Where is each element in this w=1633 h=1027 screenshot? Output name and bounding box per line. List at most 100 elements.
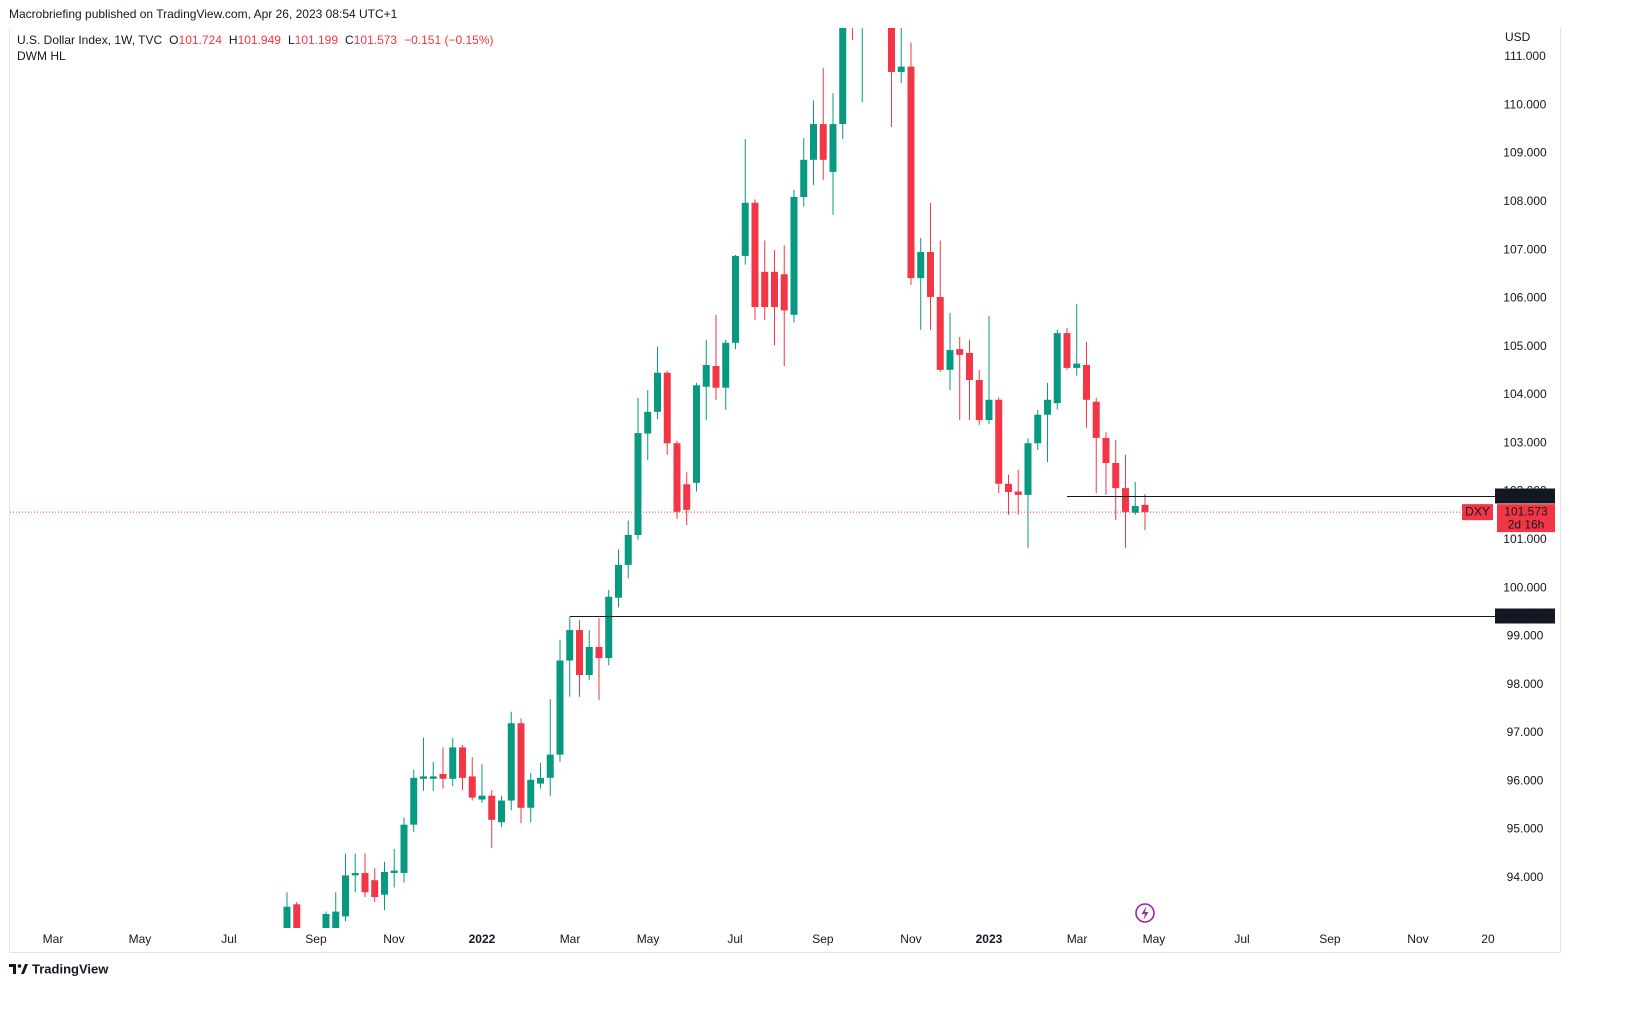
level-label: 101.915 <box>1501 489 1545 503</box>
candle-body <box>644 411 652 434</box>
x-tick-label: Sep <box>812 932 834 946</box>
countdown: 2d 16h <box>1508 517 1545 531</box>
x-tick-label: Nov <box>900 932 921 946</box>
candle-body <box>478 795 486 800</box>
candle-body <box>585 646 593 675</box>
candle-body <box>878 0 885 9</box>
candle-body <box>507 723 515 801</box>
candle-body <box>1043 399 1051 415</box>
x-tick-label: 2022 <box>469 932 496 946</box>
candle-body <box>517 723 525 808</box>
price-label-box <box>1497 504 1555 533</box>
candle-body <box>839 28 847 125</box>
y-tick-label: 109.000 <box>1503 146 1547 160</box>
y-tick-label: 103.000 <box>1503 435 1547 449</box>
candle-body <box>859 0 866 14</box>
y-tick-label: 97.000 <box>1507 725 1544 739</box>
candle-body <box>400 824 408 873</box>
candle-body <box>741 202 749 256</box>
symbol-box <box>1462 504 1493 521</box>
candle-body <box>410 777 418 825</box>
candle-body <box>673 443 681 512</box>
candle-body <box>488 795 496 820</box>
x-tick-label: 20 <box>1481 932 1495 946</box>
candle-body <box>897 66 905 72</box>
candle-body <box>361 872 369 893</box>
brand: TradingView <box>32 961 109 976</box>
candle-body <box>761 271 769 308</box>
x-tick-label: Mar <box>560 932 581 946</box>
y-tick-label: 107.000 <box>1503 242 1547 256</box>
candle-body <box>1004 483 1012 493</box>
x-tick-label: May <box>129 932 152 946</box>
x-tick-label: Nov <box>383 932 404 946</box>
y-tick-label: 105.000 <box>1503 339 1547 353</box>
publisher: Macrobriefing published on TradingView.c… <box>9 7 398 21</box>
candle-body <box>809 124 817 160</box>
candle-body <box>605 596 613 659</box>
x-tick-label: 2023 <box>976 932 1003 946</box>
candle-body <box>917 252 925 279</box>
y-tick-label: 99.000 <box>1507 629 1544 643</box>
candle-body <box>634 433 642 535</box>
y-tick-label: 96.000 <box>1507 773 1544 787</box>
candle-body <box>1024 443 1032 495</box>
candle-body <box>449 747 457 779</box>
candle-body <box>663 372 671 444</box>
candle-body <box>1131 506 1139 513</box>
candle-body <box>595 646 603 659</box>
candle-body <box>332 911 340 928</box>
symbol-label: DXY <box>1465 504 1490 518</box>
x-tick-label: Jul <box>727 932 742 946</box>
candle-body <box>1063 333 1071 368</box>
candle-body <box>439 773 447 779</box>
candle-body <box>712 365 720 388</box>
candle-body <box>975 379 983 421</box>
candle-body <box>556 660 564 755</box>
currency: USD <box>1505 30 1531 44</box>
candle-body <box>829 124 837 172</box>
candle-body <box>1102 437 1110 464</box>
candle-body <box>429 776 437 779</box>
candle-body <box>926 252 934 297</box>
y-tick-label: 98.000 <box>1507 677 1544 691</box>
candle-body <box>313 945 320 969</box>
candle-body <box>907 66 915 279</box>
candle-body <box>419 776 427 779</box>
x-tick-label: Sep <box>305 932 327 946</box>
level-label-box <box>1495 488 1555 504</box>
candle-body <box>341 875 349 917</box>
x-tick-label: Jul <box>221 932 236 946</box>
brand-logo <box>9 964 28 974</box>
y-tick-label: 110.000 <box>1504 97 1547 111</box>
candle-body <box>468 776 476 798</box>
candle-body <box>956 349 964 355</box>
legend: U.S. Dollar Index, 1W, TVC O101.724 H101.9… <box>17 33 494 47</box>
candle-body <box>800 159 808 197</box>
candle-body <box>946 350 954 370</box>
y-tick-label: 100.000 <box>1503 580 1547 594</box>
plot-area <box>10 0 1495 969</box>
y-tick-label: 111.000 <box>1504 49 1546 63</box>
y-tick-label: 95.000 <box>1507 822 1544 836</box>
candle-body <box>1141 504 1149 513</box>
candle-body <box>1053 333 1061 404</box>
candle-body <box>536 777 544 784</box>
indicator: DWM HL <box>17 49 66 63</box>
candle-body <box>790 196 798 315</box>
y-tick-label: 101.000 <box>1503 532 1547 546</box>
candle-body <box>283 906 291 928</box>
candle-body <box>702 365 710 387</box>
x-tick-label: May <box>1143 932 1166 946</box>
y-tick-label: 108.000 <box>1503 194 1547 208</box>
candle-body <box>819 124 827 160</box>
candle-body <box>1121 488 1129 512</box>
candle-body <box>546 754 554 778</box>
level-label-box <box>1495 608 1555 624</box>
x-tick-label: May <box>637 932 660 946</box>
candle-body <box>624 534 632 565</box>
candle-body <box>653 372 661 412</box>
y-tick-label: 104.000 <box>1503 387 1547 401</box>
candle-body <box>351 872 359 876</box>
candle-body <box>965 352 973 380</box>
